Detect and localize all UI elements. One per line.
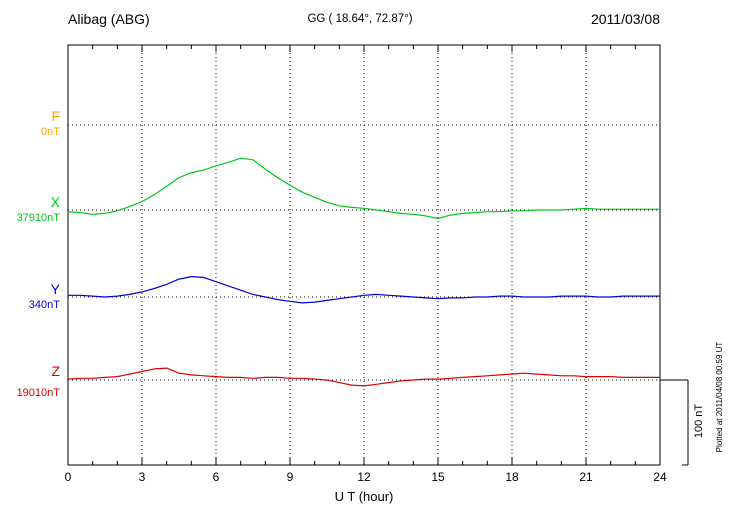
x-tick-label: 12 — [357, 470, 371, 484]
series-label-y: Y 340nT — [29, 281, 60, 312]
x-tick-label: 9 — [287, 470, 294, 484]
series-label-z: Z 19010nT — [17, 363, 60, 400]
x-tick-label: 0 — [65, 470, 72, 484]
series-label-x: X 37910nT — [17, 194, 60, 225]
station-title: Alibag (ABG) — [68, 11, 150, 27]
x-axis-label: U T (hour) — [334, 489, 394, 504]
scale-bar-label: 100 nT — [693, 403, 705, 439]
x-tick-label: 18 — [505, 470, 519, 484]
geographic-coordinates: GG ( 18.64°, 72.87°) — [307, 13, 413, 25]
series-baseline-x: 37910nT — [16, 211, 60, 224]
series-name-z: Z — [51, 363, 60, 379]
trace-x — [67, 157, 660, 220]
x-tick-label: 15 — [431, 470, 445, 484]
series-name-x: X — [50, 194, 60, 210]
series-baseline-z: 19010nT — [16, 386, 60, 399]
series-baseline-y: 340nT — [28, 298, 60, 311]
x-tick-label: 24 — [653, 470, 667, 484]
series-name-f: F — [51, 108, 60, 124]
trace-z — [67, 367, 660, 387]
series-baseline-f: 0nT — [41, 125, 60, 138]
x-tick-label: 3 — [139, 470, 146, 484]
series-label-f: F 0nT — [41, 108, 60, 139]
series-name-y: Y — [50, 281, 60, 297]
trace-y — [68, 276, 660, 304]
x-tick-label: 6 — [213, 470, 220, 484]
plotted-at-note: Plotted at 2011/04/08 00:59 UT — [715, 341, 724, 453]
plot-date: 2011/03/08 — [590, 11, 660, 27]
x-tick-label: 21 — [579, 470, 593, 484]
